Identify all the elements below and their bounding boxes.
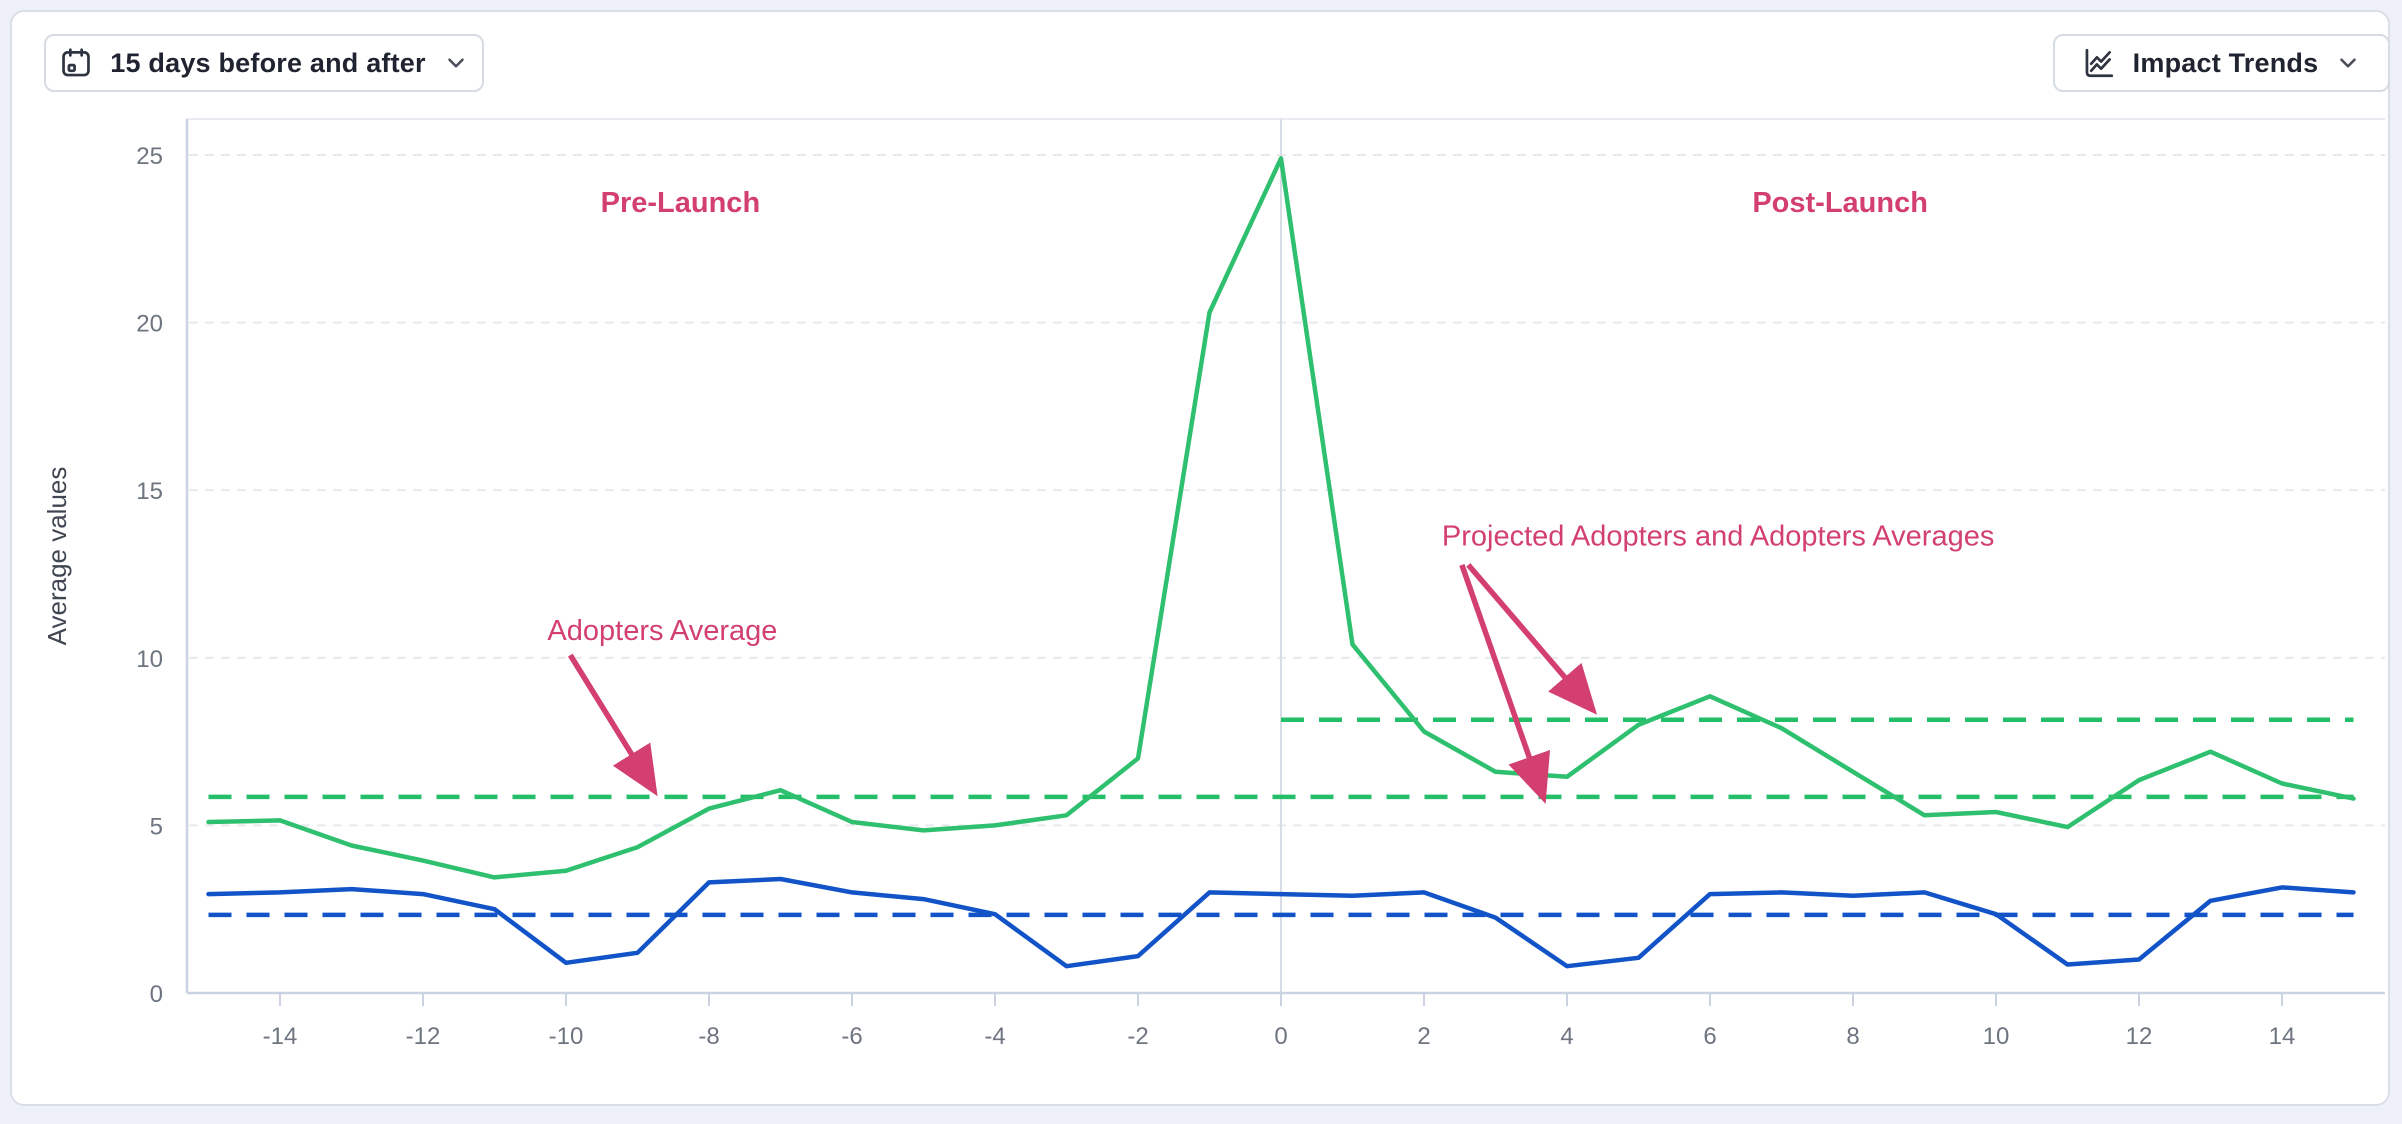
x-tick-label: -8 xyxy=(698,1023,719,1050)
x-tick-label: -4 xyxy=(984,1023,1005,1050)
x-tick-label: 6 xyxy=(1703,1023,1716,1050)
annotation-arrow-2-0 xyxy=(567,653,658,797)
series-line-projected-adopters xyxy=(206,876,2356,969)
x-tick-label: -14 xyxy=(263,1023,298,1050)
annotation-arrow-3-1 xyxy=(1466,563,1598,715)
x-tick-label: -12 xyxy=(406,1023,441,1050)
series-line-adopters xyxy=(206,156,2356,880)
x-tick-label: 2 xyxy=(1417,1023,1430,1050)
impact-trends-dropdown[interactable]: Impact Trends xyxy=(2053,34,2390,92)
x-tick-label: -6 xyxy=(841,1023,862,1050)
y-tick-label: 10 xyxy=(136,646,163,673)
x-tick-label: -2 xyxy=(1127,1023,1148,1050)
x-tick-label: 12 xyxy=(2126,1023,2153,1050)
y-tick-label: 5 xyxy=(150,813,163,840)
annotation-text-0: Pre-Launch xyxy=(601,187,761,219)
chevron-down-icon xyxy=(443,50,469,76)
annotation-text-3: Projected Adopters and Adopters Averages xyxy=(1442,521,1994,553)
chevron-down-icon xyxy=(2335,50,2361,76)
calendar-icon xyxy=(59,46,93,80)
impact-trends-label: Impact Trends xyxy=(2132,47,2319,78)
x-tick-label: -10 xyxy=(549,1023,584,1050)
y-tick-label: 0 xyxy=(150,981,163,1008)
x-tick-label: 10 xyxy=(1983,1023,2010,1050)
x-tick-label: 14 xyxy=(2269,1023,2296,1050)
y-tick-label: 15 xyxy=(136,478,163,505)
date-range-dropdown[interactable]: 15 days before and after xyxy=(44,34,484,92)
y-axis-title: Average values xyxy=(42,467,72,646)
x-tick-label: 8 xyxy=(1846,1023,1859,1050)
x-tick-label: 0 xyxy=(1274,1023,1287,1050)
y-tick-label: 20 xyxy=(136,311,163,338)
annotation-text-2: Adopters Average xyxy=(547,615,777,647)
date-range-label: 15 days before and after xyxy=(110,47,426,78)
annotation-text-1: Post-Launch xyxy=(1752,187,1928,219)
annotation-arrow-3-0 xyxy=(1459,564,1551,804)
x-tick-label: 4 xyxy=(1560,1023,1573,1050)
trend-chart-icon xyxy=(2082,46,2116,80)
chart-card xyxy=(10,10,2390,1106)
y-tick-label: 25 xyxy=(136,143,163,170)
